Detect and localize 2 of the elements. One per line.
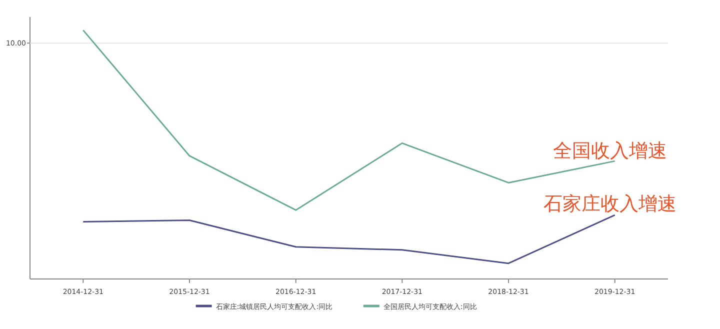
- annotation: 全国收入增速: [553, 140, 667, 162]
- annotation: 石家庄收入增速: [544, 193, 676, 215]
